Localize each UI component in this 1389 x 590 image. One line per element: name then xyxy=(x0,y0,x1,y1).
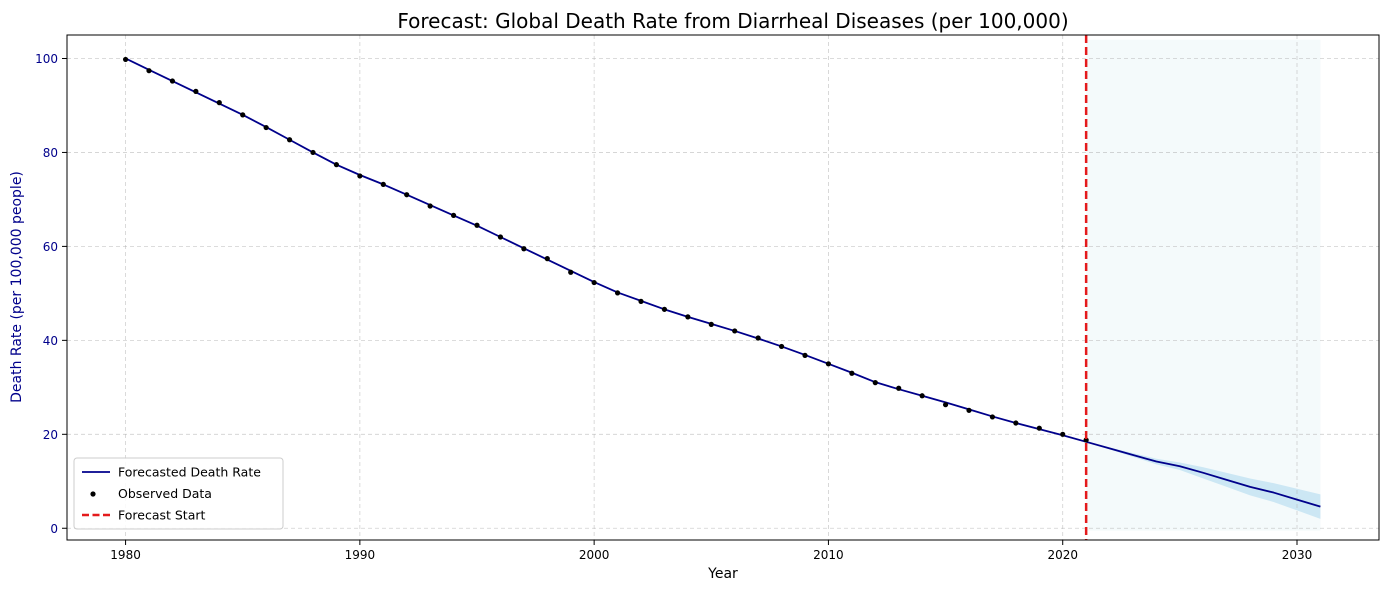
x-tick-label: 2000 xyxy=(579,548,610,562)
observed-point xyxy=(497,234,504,240)
forecast-region xyxy=(1086,39,1321,531)
observed-point xyxy=(849,370,855,376)
observed-point xyxy=(521,246,527,252)
observed-point xyxy=(333,162,340,168)
legend-point-swatch xyxy=(90,491,96,497)
observed-point xyxy=(240,112,246,118)
observed-point xyxy=(614,290,621,296)
observed-point xyxy=(193,88,199,94)
observed-point xyxy=(1036,425,1042,431)
legend-label-forecast-start: Forecast Start xyxy=(118,508,206,523)
observed-point xyxy=(263,124,269,131)
observed-point xyxy=(1013,420,1019,426)
legend-label-forecasted: Forecasted Death Rate xyxy=(118,465,261,480)
y-axis-label: Death Rate (per 100,000 people) xyxy=(9,171,25,403)
observed-point xyxy=(708,321,714,327)
grid xyxy=(67,35,1379,540)
observed-point xyxy=(872,380,878,386)
forecast-region-shade xyxy=(1086,39,1321,531)
y-axis-ticks: 0 20 40 60 80 100 xyxy=(35,52,67,536)
observed-point xyxy=(404,192,410,198)
chart-title: Forecast: Global Death Rate from Diarrhe… xyxy=(397,9,1068,33)
observed-point xyxy=(357,173,363,179)
observed-point xyxy=(380,181,386,187)
observed-point xyxy=(286,137,293,143)
observed-point xyxy=(591,279,597,286)
y-tick-label: 40 xyxy=(43,334,58,348)
x-axis-ticks: 1980 1990 2000 2010 2020 2030 xyxy=(110,540,1312,562)
y-tick-label: 80 xyxy=(43,146,58,160)
observed-point xyxy=(216,100,222,106)
observed-point xyxy=(427,203,433,209)
observed-point xyxy=(755,335,761,341)
observed-point xyxy=(989,414,996,420)
forecast-line xyxy=(125,57,1321,508)
observed-point xyxy=(896,385,902,391)
x-tick-label: 2010 xyxy=(813,548,844,562)
y-tick-label: 0 xyxy=(50,522,58,536)
observed-points xyxy=(122,56,1089,443)
observed-point xyxy=(474,222,480,228)
x-tick-label: 2020 xyxy=(1047,548,1078,562)
y-tick-label: 20 xyxy=(43,428,58,442)
observed-point xyxy=(825,361,832,367)
observed-point xyxy=(122,56,129,63)
x-tick-label: 2030 xyxy=(1282,548,1313,562)
observed-point xyxy=(732,328,738,334)
y-tick-label: 100 xyxy=(35,52,58,66)
observed-point xyxy=(942,402,949,408)
observed-point xyxy=(966,407,972,413)
x-tick-label: 1990 xyxy=(345,548,376,562)
legend: Forecasted Death Rate Observed Data Fore… xyxy=(73,457,284,530)
observed-point xyxy=(310,149,316,156)
forecast-line-layer xyxy=(125,57,1321,508)
plot-frame xyxy=(66,34,1380,541)
x-axis-label: Year xyxy=(707,566,738,582)
observed-point xyxy=(685,314,691,320)
observed-point xyxy=(802,352,808,358)
observed-point xyxy=(919,393,925,399)
observed-point xyxy=(146,68,152,74)
observed-point xyxy=(544,256,550,262)
x-tick-label: 1980 xyxy=(110,548,141,562)
observed-point xyxy=(1060,431,1066,437)
observed-point xyxy=(450,212,457,218)
observed-point xyxy=(169,78,176,84)
y-tick-label: 60 xyxy=(43,240,58,254)
observed-point xyxy=(661,306,668,312)
observed-point xyxy=(638,298,644,304)
observed-point xyxy=(568,269,574,275)
legend-label-observed: Observed Data xyxy=(118,486,212,501)
observed-point xyxy=(1083,437,1089,443)
observed-point xyxy=(778,343,785,350)
legend-box xyxy=(73,457,284,530)
